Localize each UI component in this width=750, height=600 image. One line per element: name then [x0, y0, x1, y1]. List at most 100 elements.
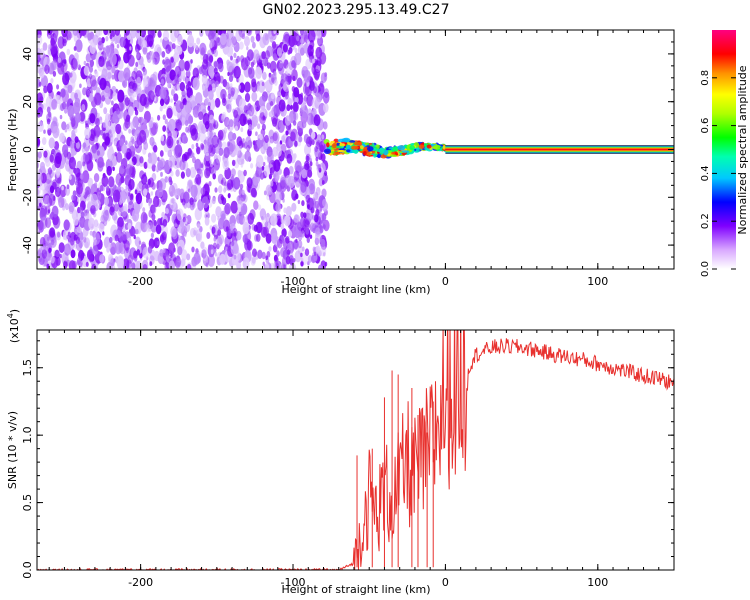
- noise-blob: [187, 30, 190, 35]
- noise-blob: [301, 168, 308, 179]
- noise-blob: [37, 248, 44, 259]
- noise-blob: [175, 169, 180, 177]
- noise-blob: [142, 188, 148, 197]
- noise-blob: [136, 76, 142, 86]
- noise-blob: [314, 98, 321, 109]
- noise-blob: [117, 56, 121, 62]
- noise-blob: [93, 182, 98, 189]
- noise-blob: [308, 181, 316, 195]
- noise-blob: [176, 208, 184, 221]
- noise-blob: [160, 171, 163, 177]
- noise-blob: [104, 196, 109, 206]
- noise-blob: [40, 172, 47, 184]
- noise-blob: [294, 47, 298, 54]
- spectrogram-ylabel: Frequency (Hz): [6, 109, 19, 192]
- noise-blob: [214, 97, 221, 108]
- noise-blob: [278, 121, 283, 128]
- noise-blob: [223, 147, 230, 159]
- noise-blob: [303, 69, 311, 83]
- noise-blob: [200, 187, 206, 196]
- noise-blob: [173, 218, 180, 229]
- noise-blob: [291, 189, 298, 201]
- noise-blob: [188, 180, 193, 188]
- noise-blob: [47, 127, 52, 136]
- colorbar-ticks: 0.0 0.2 0.4 0.6 0.8: [700, 70, 736, 277]
- noise-blob: [152, 71, 158, 81]
- noise-blob: [315, 245, 321, 253]
- snr-multiplier: (x104): [6, 309, 21, 343]
- noise-blob: [70, 91, 76, 101]
- noise-blob: [149, 136, 155, 146]
- noise-blob: [195, 142, 199, 148]
- noise-blob: [230, 90, 235, 97]
- noise-blob: [264, 134, 269, 144]
- snr-y-tick-label: 0.5: [21, 494, 34, 512]
- noise-blob: [204, 182, 210, 191]
- noise-blob: [102, 121, 106, 128]
- noise-blob: [115, 88, 119, 94]
- noise-blob: [183, 151, 189, 161]
- noise-blob: [246, 240, 253, 251]
- noise-blob: [177, 246, 183, 256]
- noise-blob: [128, 128, 132, 134]
- noise-blob: [213, 61, 218, 68]
- noise-blob: [285, 206, 292, 217]
- noise-blob: [304, 248, 310, 256]
- noise-blob: [261, 81, 265, 87]
- spectrogram-y-tick-label: -40: [21, 236, 34, 254]
- noise-blob: [313, 251, 317, 256]
- noise-blob: [320, 238, 326, 248]
- noise-blob: [272, 132, 278, 142]
- noise-blob: [37, 151, 42, 159]
- noise-blob: [106, 45, 114, 58]
- noise-blob: [50, 239, 55, 246]
- noise-blob: [130, 30, 137, 39]
- noise-blob: [285, 130, 289, 136]
- noise-blob: [114, 30, 121, 36]
- noise-blob: [240, 205, 246, 214]
- noise-blob: [294, 52, 302, 66]
- noise-blob: [223, 160, 228, 168]
- noise-blob: [245, 136, 252, 148]
- noise-blob: [275, 176, 279, 183]
- noise-blob: [170, 30, 178, 43]
- noise-blob: [185, 69, 191, 79]
- noise-blob: [314, 146, 318, 153]
- noise-blob: [176, 30, 181, 35]
- noise-blob: [170, 89, 175, 96]
- noise-blob: [135, 192, 143, 205]
- noise-blob: [308, 80, 315, 91]
- noise-blob: [256, 154, 264, 168]
- noise-blob: [77, 227, 82, 234]
- noise-blob: [307, 169, 313, 178]
- colorbar-tick-label: 0.2: [700, 213, 711, 229]
- noise-blob: [104, 120, 111, 130]
- noise-blob: [222, 97, 227, 107]
- noise-blob: [255, 221, 263, 234]
- noise-blob: [58, 242, 65, 254]
- noise-blob: [73, 216, 79, 226]
- noise-blob: [242, 138, 245, 143]
- noise-blob: [216, 37, 221, 46]
- noise-blob: [168, 156, 176, 169]
- noise-blob: [124, 140, 128, 145]
- noise-blob: [136, 53, 140, 59]
- noise-blob: [187, 129, 190, 134]
- noise-blob: [294, 250, 302, 263]
- noise-blob: [218, 141, 223, 148]
- spectrogram-xlabel: Height of straight line (km): [281, 283, 430, 296]
- noise-blob: [89, 246, 93, 252]
- noise-blob: [43, 129, 46, 134]
- noise-blob: [48, 44, 51, 50]
- noise-blob: [215, 80, 219, 88]
- noise-blob: [83, 60, 87, 66]
- noise-blob: [309, 198, 317, 210]
- noise-blob: [45, 172, 52, 185]
- noise-blob: [188, 95, 197, 108]
- noise-blob: [71, 129, 76, 137]
- noise-blob: [93, 173, 100, 183]
- noise-blob: [108, 176, 115, 188]
- noise-blob: [169, 69, 176, 81]
- noise-blob: [131, 209, 140, 222]
- noise-blob: [157, 156, 160, 162]
